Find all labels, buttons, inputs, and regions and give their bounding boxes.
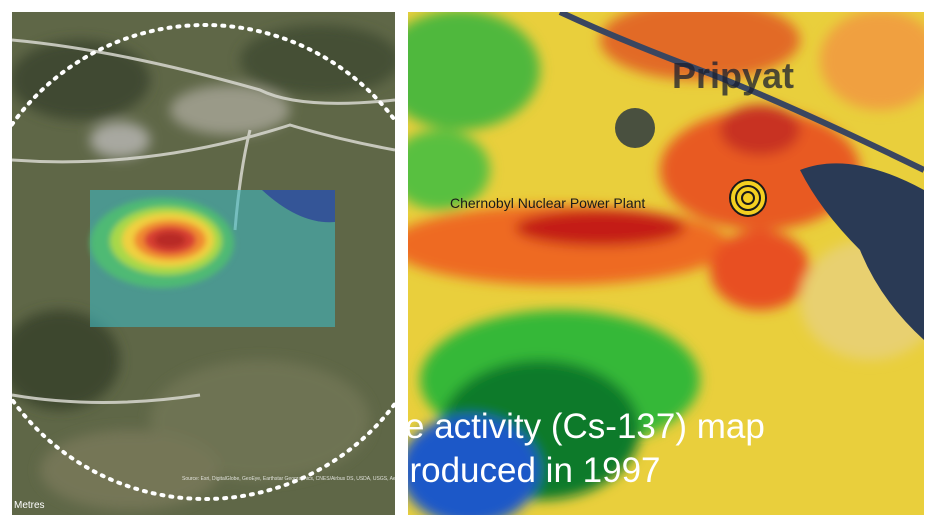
- terrain: [12, 25, 395, 510]
- caption-line: e activity (Cs-137) map: [405, 407, 765, 446]
- dose-hotspot: [90, 198, 234, 288]
- plant-label: Chernobyl Nuclear Power Plant: [450, 195, 645, 211]
- range-circle: [12, 23, 395, 501]
- river-channel: [558, 12, 924, 173]
- attribution-text: Source: Esri, DigitalGlobe, GeoEye, Eart…: [182, 476, 493, 482]
- attribution: Source: Esri, DigitalGlobe, GeoEye, Eart…: [182, 476, 493, 482]
- scale-label: Metres: [14, 500, 45, 511]
- plant-marker: [729, 179, 767, 217]
- town-label: Pripyat: [672, 55, 794, 96]
- left-map: Metres Source: Esri, DigitalGlobe, GeoEy…: [12, 12, 493, 515]
- river: [800, 163, 924, 340]
- low-dose-area: [262, 190, 335, 223]
- activity-zones: [408, 12, 924, 515]
- cooling-pond: [615, 108, 655, 148]
- right-map: Pripyat Chernobyl Nuclear Power Plant e …: [390, 12, 924, 515]
- caption-line: produced in 1997: [390, 451, 661, 490]
